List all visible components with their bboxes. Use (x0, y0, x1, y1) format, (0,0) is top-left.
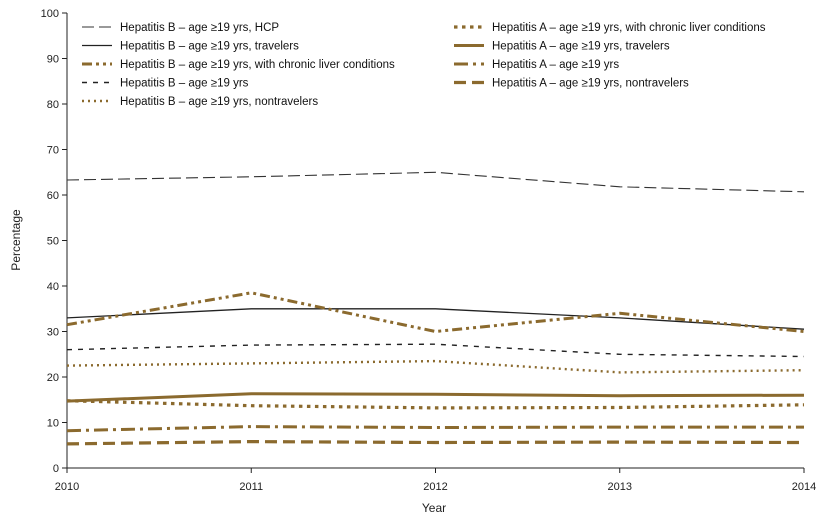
y-tick-label: 50 (47, 236, 59, 248)
series-line-7 (66, 392, 805, 403)
legend-label-9: Hepatitis A – age ≥19 yrs, nontravelers (492, 78, 689, 90)
series-line-5 (66, 359, 805, 374)
y-tick-label: 60 (47, 190, 59, 202)
legend-label-1: Hepatitis B – age ≥19 yrs, HCP (120, 22, 279, 34)
series-line-2 (66, 308, 805, 330)
series-line-9 (66, 440, 805, 446)
y-axis-title: Percentage (9, 209, 23, 271)
x-tick-label: 2010 (55, 481, 79, 493)
legend-label-7: Hepatitis A – age ≥19 yrs, travelers (492, 41, 670, 53)
y-tick-label: 90 (47, 54, 59, 66)
legend-label-3: Hepatitis B – age ≥19 yrs, with chronic … (120, 59, 395, 71)
y-tick-label: 70 (47, 145, 59, 157)
legend-label-5: Hepatitis B – age ≥19 yrs, nontravelers (120, 96, 318, 108)
series-line-3 (66, 291, 805, 333)
y-tick-label: 20 (47, 372, 59, 384)
y-tick-label: 100 (41, 8, 59, 20)
x-tick-label: 2011 (239, 481, 263, 493)
y-tick-label: 0 (53, 463, 59, 475)
legend-label-2: Hepatitis B – age ≥19 yrs, travelers (120, 41, 299, 53)
series-line-4 (66, 343, 805, 358)
legend-label-8: Hepatitis A – age ≥19 yrs (492, 59, 619, 71)
x-axis-title: Year (422, 501, 446, 514)
x-tick-label: 2014 (792, 481, 816, 493)
x-tick-label: 2012 (423, 481, 447, 493)
legend-label-4: Hepatitis B – age ≥19 yrs (120, 78, 249, 90)
legend-label-6: Hepatitis A – age ≥19 yrs, with chronic … (492, 22, 766, 34)
y-tick-label: 40 (47, 281, 59, 293)
series-line-1 (66, 171, 805, 193)
x-tick-label: 2013 (608, 481, 632, 493)
y-tick-label: 10 (47, 418, 59, 430)
y-tick-label: 30 (47, 327, 59, 339)
y-tick-label: 80 (47, 99, 59, 111)
series-line-8 (66, 425, 804, 433)
series-line-6 (66, 399, 805, 410)
